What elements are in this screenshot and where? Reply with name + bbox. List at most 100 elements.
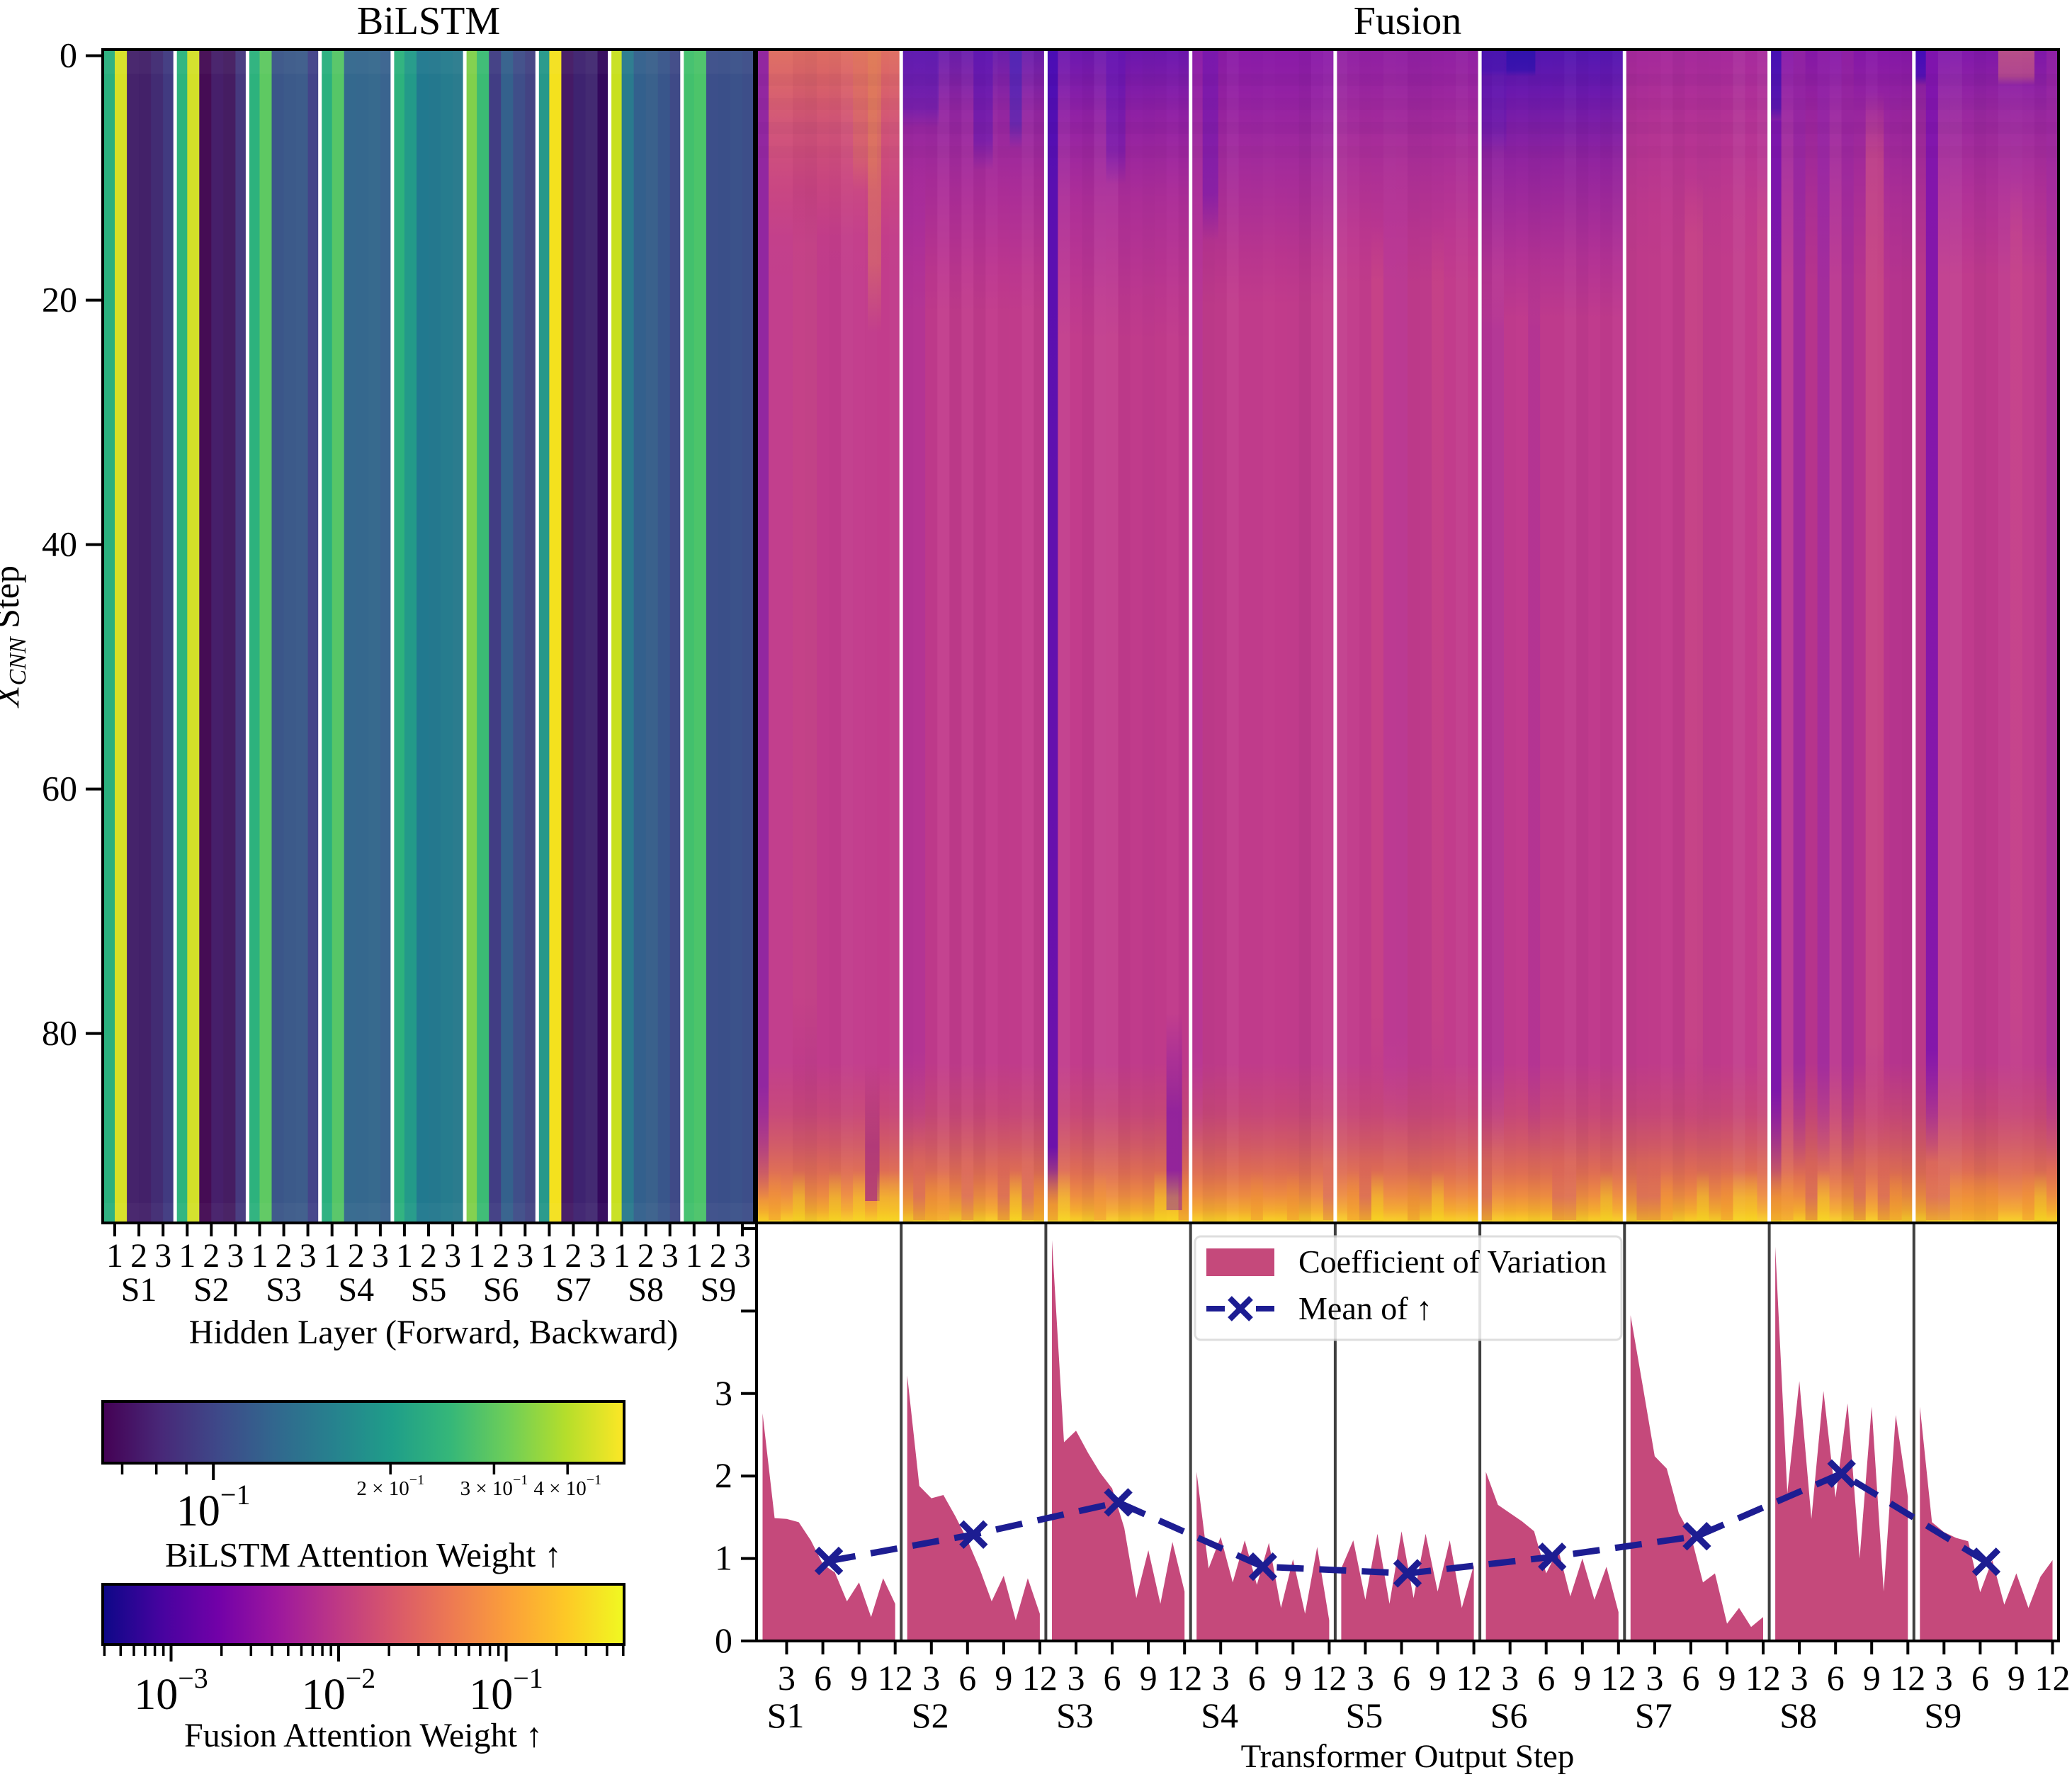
svg-text:2: 2 xyxy=(710,1237,727,1275)
svg-text:12: 12 xyxy=(2035,1658,2071,1698)
svg-text:Mean of ↑: Mean of ↑ xyxy=(1298,1290,1432,1326)
svg-text:3: 3 xyxy=(1791,1658,1808,1698)
svg-text:S9: S9 xyxy=(1924,1696,1961,1735)
svg-text:S8: S8 xyxy=(628,1271,664,1309)
svg-text:9: 9 xyxy=(850,1658,868,1698)
svg-text:1: 1 xyxy=(396,1237,413,1275)
svg-text:12: 12 xyxy=(1456,1658,1492,1698)
svg-text:3: 3 xyxy=(1646,1658,1663,1698)
svg-text:3: 3 xyxy=(444,1237,461,1275)
svg-text:1: 1 xyxy=(686,1237,703,1275)
svg-text:Hidden Layer (Forward, Backwar: Hidden Layer (Forward, Backward) xyxy=(189,1314,678,1351)
svg-text:3: 3 xyxy=(227,1237,244,1275)
svg-text:S3: S3 xyxy=(1056,1696,1094,1735)
svg-text:3: 3 xyxy=(734,1237,751,1275)
svg-text:60: 60 xyxy=(42,769,77,808)
svg-text:2: 2 xyxy=(348,1237,365,1275)
svg-text:0: 0 xyxy=(715,1620,732,1660)
svg-text:12: 12 xyxy=(1890,1658,1925,1698)
svg-text:Fusion Attention Weight ↑: Fusion Attention Weight ↑ xyxy=(184,1717,543,1754)
svg-text:XCNN Step: XCNN Step xyxy=(0,565,31,709)
svg-text:3: 3 xyxy=(589,1237,606,1275)
svg-text:3: 3 xyxy=(1357,1658,1374,1698)
svg-text:3: 3 xyxy=(1212,1658,1230,1698)
svg-text:9: 9 xyxy=(1140,1658,1157,1698)
svg-text:S7: S7 xyxy=(555,1271,591,1309)
svg-text:S1: S1 xyxy=(121,1271,157,1309)
svg-text:Transformer Output Step: Transformer Output Step xyxy=(1241,1738,1575,1775)
svg-text:1: 1 xyxy=(179,1237,196,1275)
svg-text:9: 9 xyxy=(1573,1658,1591,1698)
svg-text:2: 2 xyxy=(638,1237,655,1275)
svg-text:S9: S9 xyxy=(701,1271,737,1309)
svg-text:3: 3 xyxy=(516,1237,533,1275)
svg-text:S7: S7 xyxy=(1635,1696,1672,1735)
svg-text:2: 2 xyxy=(565,1237,582,1275)
svg-text:BiLSTM Attention Weight ↑: BiLSTM Attention Weight ↑ xyxy=(165,1535,562,1574)
svg-text:S5: S5 xyxy=(1345,1696,1383,1735)
svg-text:2: 2 xyxy=(492,1237,509,1275)
svg-text:S8: S8 xyxy=(1779,1696,1817,1735)
svg-text:1: 1 xyxy=(540,1237,557,1275)
svg-text:20: 20 xyxy=(42,280,77,320)
svg-text:1: 1 xyxy=(106,1237,123,1275)
svg-text:6: 6 xyxy=(1682,1658,1699,1698)
svg-text:10−1: 10−1 xyxy=(469,1662,543,1719)
svg-text:9: 9 xyxy=(995,1658,1012,1698)
svg-text:3: 3 xyxy=(1935,1658,1953,1698)
svg-text:12: 12 xyxy=(1167,1658,1202,1698)
svg-text:3: 3 xyxy=(372,1237,389,1275)
svg-text:9: 9 xyxy=(1429,1658,1447,1698)
svg-text:6: 6 xyxy=(1971,1658,1989,1698)
svg-text:6: 6 xyxy=(958,1658,976,1698)
svg-text:6: 6 xyxy=(814,1658,832,1698)
svg-text:3: 3 xyxy=(1501,1658,1519,1698)
svg-text:40: 40 xyxy=(42,524,77,564)
svg-text:3: 3 xyxy=(715,1373,732,1413)
svg-text:2: 2 xyxy=(130,1237,147,1275)
svg-text:1: 1 xyxy=(468,1237,485,1275)
svg-text:S6: S6 xyxy=(1490,1696,1528,1735)
svg-text:S3: S3 xyxy=(266,1271,302,1309)
svg-text:3: 3 xyxy=(778,1658,796,1698)
svg-text:6: 6 xyxy=(1827,1658,1845,1698)
svg-text:9: 9 xyxy=(1284,1658,1302,1698)
svg-text:3: 3 xyxy=(1068,1658,1085,1698)
svg-text:2: 2 xyxy=(420,1237,437,1275)
svg-text:2: 2 xyxy=(276,1237,293,1275)
svg-text:12: 12 xyxy=(1022,1658,1058,1698)
svg-text:3: 3 xyxy=(922,1658,940,1698)
svg-text:1: 1 xyxy=(715,1538,732,1578)
svg-text:3: 3 xyxy=(154,1237,171,1275)
svg-text:BiLSTM: BiLSTM xyxy=(357,0,500,43)
svg-text:1: 1 xyxy=(613,1237,630,1275)
svg-text:S6: S6 xyxy=(483,1271,519,1309)
svg-text:S4: S4 xyxy=(338,1271,374,1309)
svg-text:S2: S2 xyxy=(912,1696,949,1735)
svg-text:9: 9 xyxy=(2008,1658,2025,1698)
svg-text:3: 3 xyxy=(300,1237,317,1275)
svg-text:S4: S4 xyxy=(1201,1696,1238,1735)
svg-text:2: 2 xyxy=(715,1455,732,1495)
svg-text:6: 6 xyxy=(1248,1658,1266,1698)
svg-text:12: 12 xyxy=(1311,1658,1347,1698)
svg-text:1: 1 xyxy=(324,1237,341,1275)
svg-text:6: 6 xyxy=(1537,1658,1555,1698)
svg-text:80: 80 xyxy=(42,1013,77,1053)
svg-text:3: 3 xyxy=(662,1237,679,1275)
svg-text:9: 9 xyxy=(1863,1658,1881,1698)
svg-text:S1: S1 xyxy=(767,1696,805,1735)
svg-text:12: 12 xyxy=(1601,1658,1636,1698)
svg-text:12: 12 xyxy=(1745,1658,1781,1698)
svg-text:12: 12 xyxy=(878,1658,913,1698)
svg-text:9: 9 xyxy=(1719,1658,1736,1698)
svg-text:S5: S5 xyxy=(411,1271,447,1309)
svg-text:0: 0 xyxy=(60,35,77,75)
svg-text:1: 1 xyxy=(251,1237,268,1275)
svg-text:Coefficient of Variation: Coefficient of Variation xyxy=(1298,1243,1607,1280)
svg-text:6: 6 xyxy=(1104,1658,1121,1698)
svg-text:Fusion: Fusion xyxy=(1354,0,1462,43)
svg-text:S2: S2 xyxy=(193,1271,230,1309)
svg-text:2: 2 xyxy=(203,1237,220,1275)
svg-text:6: 6 xyxy=(1393,1658,1410,1698)
